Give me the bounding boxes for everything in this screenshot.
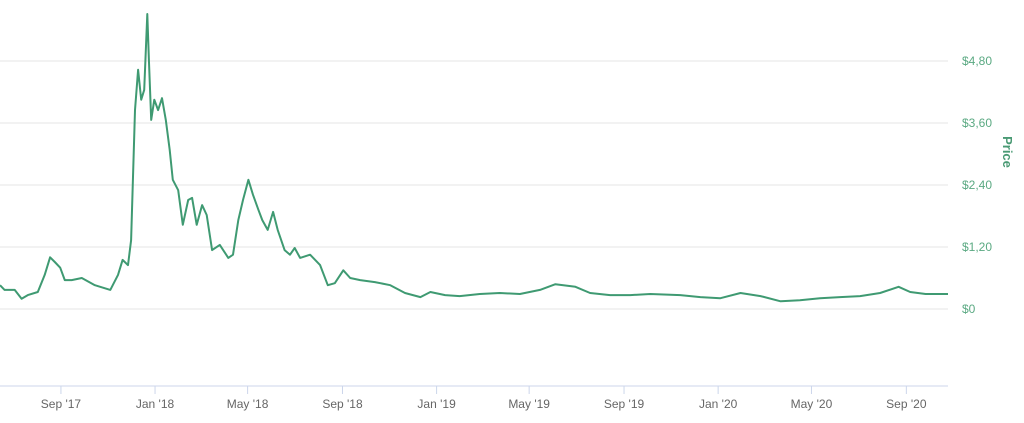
x-tick-label: Sep '18 bbox=[322, 397, 363, 411]
x-tick-label: Sep '17 bbox=[41, 397, 82, 411]
x-tick-label: Sep '19 bbox=[604, 397, 645, 411]
x-tick-label: May '18 bbox=[227, 397, 269, 411]
x-axis: Sep '17 Jan '18 May '18 Sep '18 Jan '19 May '… bbox=[0, 385, 948, 411]
x-tick-label: Jan '18 bbox=[136, 397, 175, 411]
y-tick-label: $4,80 bbox=[962, 54, 992, 68]
price-line bbox=[0, 13, 948, 303]
x-tick-label: May '19 bbox=[508, 397, 550, 411]
x-tick-label: May '20 bbox=[791, 397, 833, 411]
x-tick-label: Jan '19 bbox=[417, 397, 456, 411]
y-tick-label: $0 bbox=[962, 302, 976, 316]
y-axis-title: Price bbox=[1000, 136, 1015, 168]
y-axis: $0 $1,20 $2,40 $3,60 $4,80 bbox=[962, 54, 992, 316]
x-tick-label: Sep '20 bbox=[886, 397, 927, 411]
y-tick-label: $2,40 bbox=[962, 178, 992, 192]
y-tick-label: $1,20 bbox=[962, 240, 992, 254]
x-tick-label: Jan '20 bbox=[699, 397, 738, 411]
gridlines bbox=[0, 60, 948, 310]
y-tick-label: $3,60 bbox=[962, 116, 992, 130]
